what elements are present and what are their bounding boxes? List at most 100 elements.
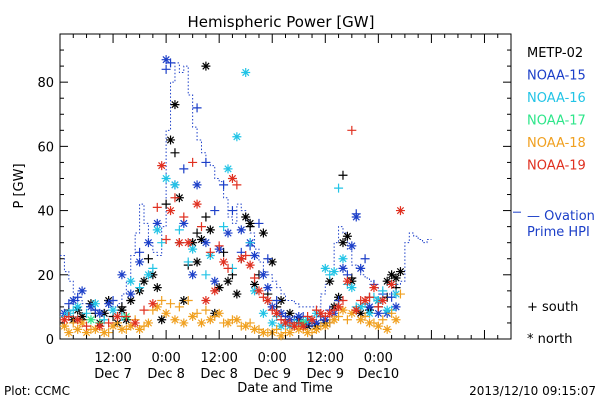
point-north-noaa-19	[112, 312, 122, 322]
point-south-noaa-15	[192, 103, 202, 113]
point-north-noaa-15	[126, 289, 136, 299]
point-south-noaa-18	[395, 289, 405, 299]
point-south-noaa-19	[161, 234, 171, 244]
point-north-noaa-15	[135, 257, 145, 267]
point-north-noaa-15	[338, 263, 348, 273]
point-north-noaa-19	[227, 173, 237, 183]
point-north-noaa-15	[77, 286, 87, 296]
point-north-noaa-18	[329, 315, 339, 325]
point-south-noaa-16	[219, 222, 229, 232]
point-north-noaa-16	[241, 68, 251, 78]
point-south-noaa-19	[347, 125, 357, 135]
y-tick-label: 40	[37, 205, 54, 220]
point-north-noaa-19	[351, 305, 361, 315]
point-north-noaa-19	[272, 308, 282, 318]
point-north-noaa-15	[86, 302, 96, 312]
legend: METP-02 NOAA-15 NOAA-16 NOAA-17 NOAA-18 NOAA-…	[527, 46, 586, 174]
point-north-noaa-19	[166, 206, 176, 216]
point-north-metp-02	[152, 283, 162, 293]
point-south-noaa-18	[387, 308, 397, 318]
point-north-noaa-18	[59, 321, 69, 331]
point-north-metp-02	[382, 276, 392, 286]
point-south-noaa-19	[205, 247, 215, 257]
y-tick-label: 80	[37, 76, 54, 91]
point-north-noaa-15	[351, 212, 361, 222]
point-south-noaa-19	[196, 222, 206, 232]
point-north-noaa-18	[241, 321, 251, 331]
point-south-metp-02	[201, 212, 211, 222]
point-north-noaa-16	[188, 244, 198, 254]
point-north-metp-02	[196, 234, 206, 244]
point-north-noaa-19	[289, 321, 299, 331]
point-north-noaa-15	[201, 238, 211, 248]
point-north-noaa-16	[73, 302, 83, 312]
point-north-noaa-16	[365, 308, 375, 318]
point-north-noaa-16	[90, 299, 100, 309]
y-tick-label: 60	[37, 140, 54, 155]
point-north-noaa-19	[73, 315, 83, 325]
point-north-noaa-19	[316, 308, 326, 318]
point-north-noaa-19	[254, 286, 264, 296]
point-south-noaa-15	[219, 180, 229, 190]
point-north-noaa-16	[170, 180, 180, 190]
point-north-noaa-18	[347, 308, 357, 318]
point-north-noaa-18	[276, 331, 286, 341]
x-tick-label: 0:00	[364, 351, 393, 366]
point-south-noaa-16	[82, 308, 92, 318]
ovation-label-line2: Prime HPI	[527, 225, 590, 240]
point-north-noaa-18	[161, 308, 171, 318]
plot-frame	[59, 33, 512, 340]
point-north-noaa-18	[196, 318, 206, 328]
point-north-metp-02	[192, 257, 202, 267]
point-south-noaa-19	[338, 295, 348, 305]
x-tick-date-label: Dec 8	[147, 367, 185, 382]
x-tick-date-label: Dec 7	[94, 367, 132, 382]
point-south-noaa-16	[245, 238, 255, 248]
point-south-noaa-18	[166, 299, 176, 309]
point-north-metp-02	[356, 308, 366, 318]
x-tick-date-label: Dec10	[358, 367, 400, 382]
point-north-noaa-15	[192, 180, 202, 190]
point-north-noaa-16	[223, 164, 233, 174]
ovation-label-line1: — Ovation	[527, 209, 595, 224]
point-north-noaa-15	[179, 218, 189, 228]
point-north-noaa-18	[73, 324, 83, 334]
point-north-noaa-18	[311, 324, 321, 334]
point-south-noaa-15	[201, 157, 211, 167]
point-south-noaa-15	[179, 164, 189, 174]
point-north-metp-02	[250, 279, 260, 289]
point-south-noaa-15	[210, 206, 220, 216]
point-south-noaa-15	[263, 254, 273, 264]
point-north-noaa-19	[174, 238, 184, 248]
point-north-noaa-18	[373, 321, 383, 331]
point-south-noaa-15	[360, 254, 370, 264]
point-south-noaa-16	[183, 257, 193, 267]
point-north-metp-02	[241, 212, 251, 222]
point-north-noaa-15	[68, 295, 78, 305]
point-north-noaa-18	[320, 321, 330, 331]
point-north-metp-02	[77, 312, 87, 322]
point-south-noaa-16	[334, 183, 344, 193]
point-north-noaa-18	[143, 318, 153, 328]
point-south-noaa-19	[373, 302, 383, 312]
point-north-metp-02	[139, 276, 149, 286]
point-south-noaa-18	[174, 302, 184, 312]
point-south-noaa-19	[250, 273, 260, 283]
point-south-metp-02	[143, 254, 153, 264]
point-north-noaa-18	[214, 308, 224, 318]
point-north-noaa-18	[294, 324, 304, 334]
point-north-metp-02	[395, 267, 405, 277]
x-tick-label: 0:00	[258, 351, 287, 366]
point-south-noaa-15	[161, 64, 171, 74]
point-north-noaa-19	[157, 161, 167, 171]
point-north-noaa-18	[205, 315, 215, 325]
point-south-noaa-19	[104, 318, 114, 328]
point-south-noaa-15	[135, 247, 145, 257]
point-north-noaa-19	[378, 295, 388, 305]
point-north-metp-02	[258, 228, 268, 238]
point-south-noaa-18	[378, 315, 388, 325]
x-tick-label: 0:00	[152, 351, 181, 366]
point-south-noaa-19	[121, 312, 131, 322]
point-north-noaa-15	[223, 228, 233, 238]
